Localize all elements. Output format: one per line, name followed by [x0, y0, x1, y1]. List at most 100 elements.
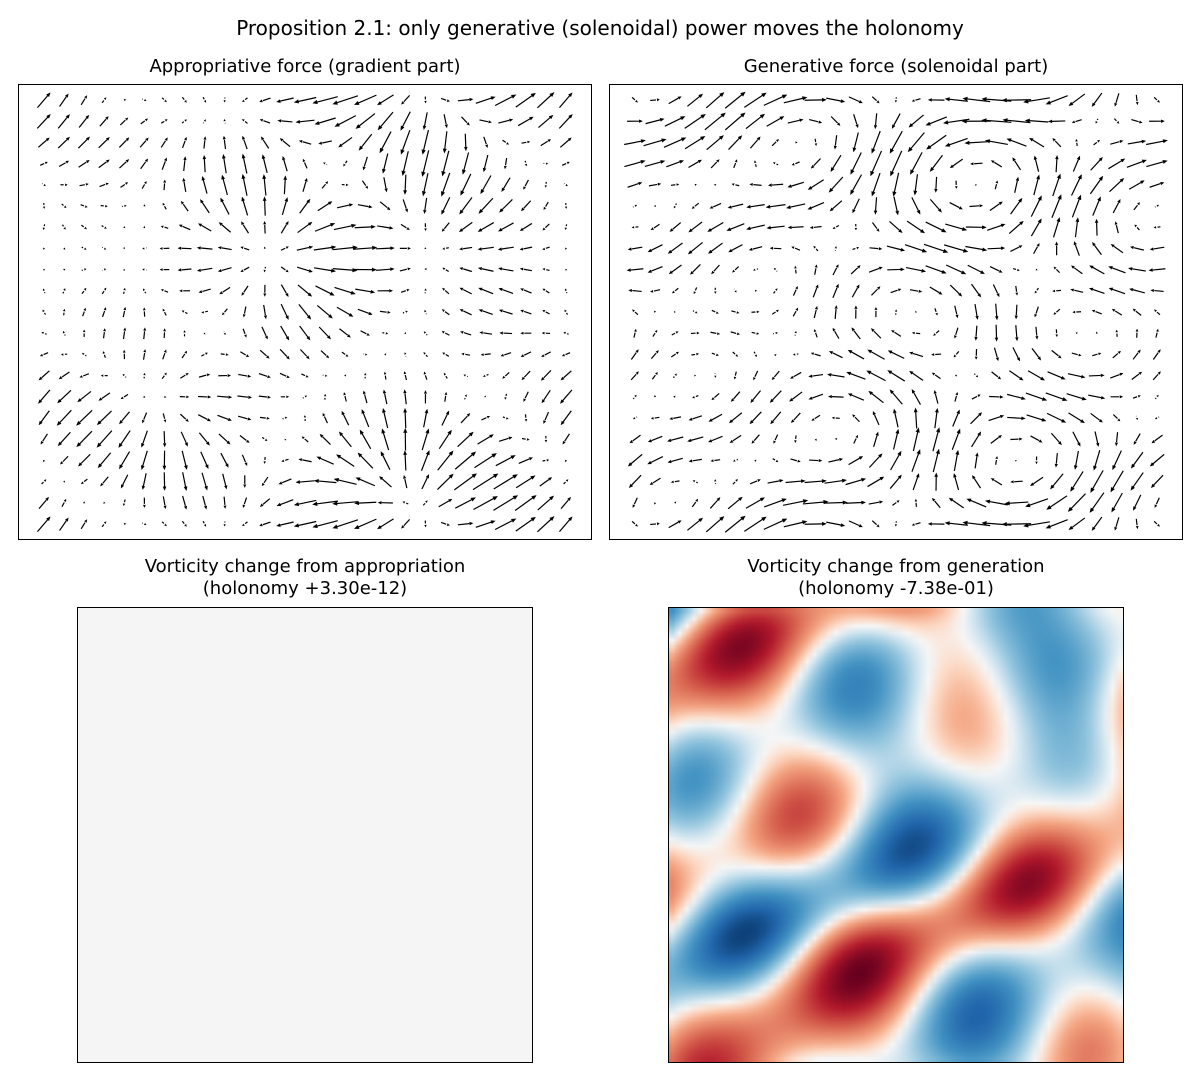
quiver-arrow — [341, 351, 349, 357]
quiver-arrow — [846, 371, 866, 380]
quiver-arrow — [871, 130, 881, 154]
quiver-arrow — [852, 246, 860, 251]
quiver-arrow — [927, 522, 945, 526]
quiver-arrow — [401, 518, 411, 529]
quiver-arrow — [101, 246, 107, 250]
quiver-arrow — [362, 353, 368, 356]
quiver-arrow — [749, 411, 762, 425]
quiver-arrow — [809, 119, 823, 124]
quiver-arrow — [1012, 347, 1021, 362]
quiver-arrow — [909, 289, 923, 293]
quiver-arrow — [1093, 139, 1100, 146]
quiver-arrow — [726, 223, 745, 231]
quiver-arrow — [201, 472, 208, 491]
quiver-arrow — [811, 414, 821, 421]
quiver-arrow — [477, 222, 495, 232]
quiver-arrow — [1128, 267, 1146, 272]
quiver-arrow — [627, 181, 643, 188]
quiver-arrow — [558, 114, 573, 129]
quiver-arrow — [161, 521, 167, 527]
quiver-arrow — [81, 268, 87, 271]
quiver-arrow — [377, 289, 393, 293]
quiver-arrow — [809, 225, 822, 229]
quiver-arrow — [98, 136, 110, 149]
quiver-arrow — [39, 161, 48, 166]
quiver-arrow — [1091, 516, 1103, 531]
quiver-arrow — [63, 247, 66, 250]
quiver-arrow — [379, 476, 392, 488]
quiver-arrow — [1093, 449, 1101, 471]
quiver-arrow — [1095, 331, 1098, 334]
quiver-arrow — [1026, 414, 1047, 422]
quiver-arrow — [493, 474, 518, 490]
quiver-arrow — [78, 159, 90, 168]
quiver-arrow — [80, 95, 88, 106]
quiver-arrow — [1132, 349, 1141, 360]
quiver-arrow — [1114, 517, 1120, 531]
quiver-arrow — [295, 119, 315, 124]
quiver-arrow — [913, 174, 919, 196]
quiver-arrow — [79, 183, 89, 187]
quiver-arrow — [181, 450, 188, 470]
quiver-arrow — [1071, 194, 1082, 218]
quiver-arrow — [160, 289, 169, 293]
quiver-arrow — [1135, 94, 1139, 106]
quiver-arrow — [692, 480, 699, 484]
quiver-arrow — [37, 137, 50, 148]
quiver-arrow — [240, 246, 250, 251]
quiver-arrow — [852, 132, 859, 153]
quiver-arrow — [480, 175, 492, 195]
quiver-arrow — [848, 520, 863, 528]
quiver-arrow — [122, 499, 126, 507]
quiver-arrow — [1108, 266, 1126, 274]
quiver-arrow — [987, 246, 1006, 250]
quiver-arrow — [773, 332, 778, 335]
quiver-arrow — [650, 350, 659, 360]
quiver-arrow — [748, 246, 763, 251]
quiver-arrow — [631, 520, 638, 527]
quiver-arrow — [243, 475, 247, 488]
quiver-arrow — [1150, 288, 1164, 293]
quiver-arrow — [670, 351, 679, 358]
quiver-arrow — [143, 288, 147, 294]
quiver-arrow — [631, 96, 638, 103]
quiver-arrow — [945, 223, 968, 231]
quiver-arrow — [162, 472, 167, 491]
quiver-arrow — [789, 391, 803, 402]
quiver-arrow — [647, 435, 663, 443]
quiver-arrow — [850, 152, 862, 175]
quiver-arrow — [1154, 416, 1160, 420]
quiver-arrow — [161, 97, 167, 103]
quiver-arrow — [315, 285, 335, 296]
quiver-arrow — [823, 500, 848, 505]
quiver-arrow — [831, 416, 840, 420]
quiver-arrow — [293, 499, 317, 507]
quiver-arrow — [302, 177, 308, 192]
quiver-arrow — [911, 522, 921, 526]
quiver-arrow — [870, 328, 882, 339]
quiver-arrow — [1091, 92, 1103, 107]
quiver-arrow — [944, 521, 968, 526]
quiver-arrow — [242, 328, 247, 338]
quiver-arrow — [101, 521, 107, 528]
quiver-arrow — [60, 183, 68, 187]
quiver-arrow — [441, 222, 450, 232]
quiver-arrow — [477, 246, 494, 251]
quiver-arrow — [181, 96, 187, 103]
quiver-arrow — [954, 305, 959, 319]
quiver-arrow — [420, 450, 430, 471]
quiver-arrow — [259, 416, 270, 420]
quiver-arrow — [343, 160, 348, 167]
quiver-arrow — [1088, 373, 1105, 378]
quiver-arrow — [667, 457, 683, 464]
quiver-arrow — [76, 409, 93, 426]
quiver-arrow — [142, 497, 146, 508]
quiver-arrow — [891, 113, 901, 129]
quiver-arrow — [670, 480, 680, 484]
quiver-arrow — [1073, 241, 1080, 256]
quiver-arrow — [459, 197, 473, 215]
quiver-arrow — [1071, 265, 1083, 275]
quiver-arrow — [632, 309, 639, 316]
quiver-arrow — [925, 221, 947, 233]
quiver-arrow — [912, 427, 920, 452]
